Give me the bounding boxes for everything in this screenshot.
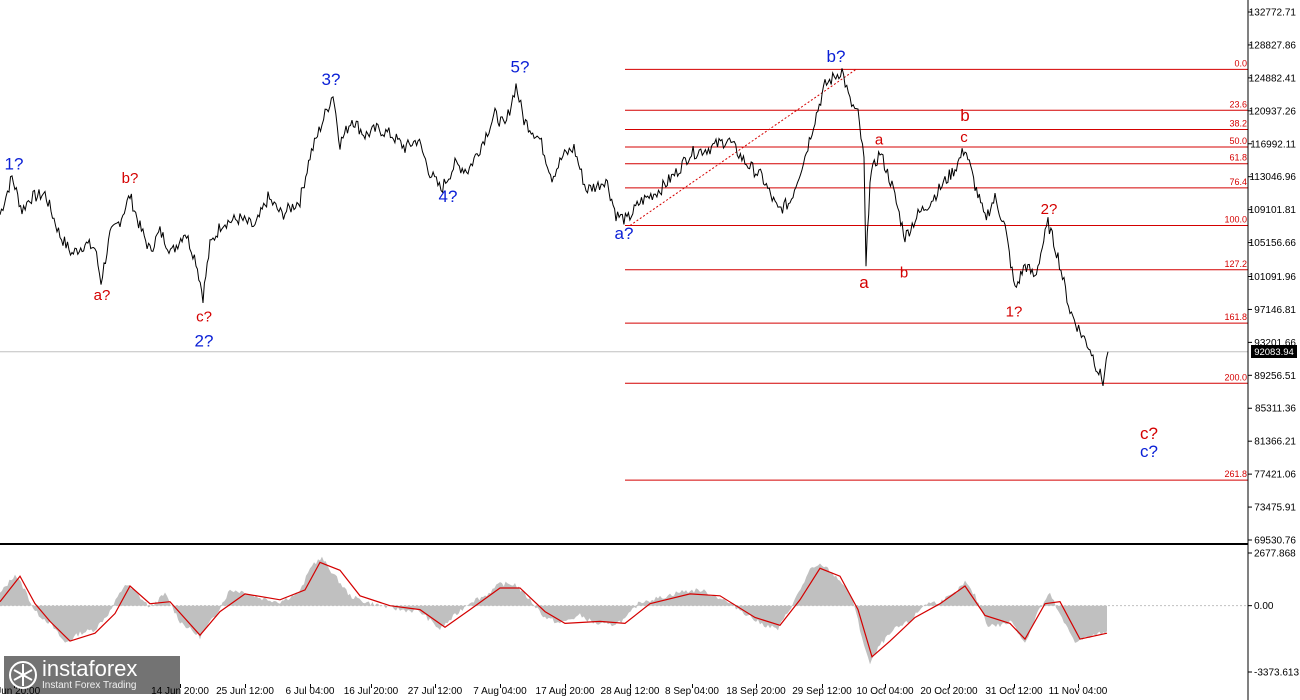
wave-label: 1?: [1006, 304, 1023, 321]
fib-level-label: 127.2: [1224, 259, 1247, 269]
price-axis-label: 97146.81: [1254, 305, 1296, 316]
time-axis-label: 25 Jun 12:00: [216, 686, 274, 697]
price-axis-label: 73475.91: [1254, 503, 1296, 514]
instaforex-logo-icon: [8, 660, 38, 690]
time-axis-label: 17 Aug 20:00: [536, 686, 595, 697]
wave-label: a?: [615, 224, 634, 243]
price-axis-label: 81366.21: [1254, 437, 1296, 448]
price-axis-label: 77421.06: [1254, 470, 1296, 481]
fibonacci-trend-line: [629, 68, 857, 226]
oscillator-axis-label: -3373.613: [1254, 668, 1299, 679]
price-axis-label: 101091.96: [1249, 272, 1297, 283]
wave-label: b: [900, 264, 908, 281]
pane-divider: [0, 543, 1248, 545]
time-axis-label: 27 Jul 12:00: [408, 686, 463, 697]
price-axis-label: 116992.11: [1250, 139, 1296, 150]
wave-label: 2?: [1041, 201, 1058, 218]
wave-label: 3?: [322, 70, 341, 89]
fib-level-label: 38.2: [1229, 118, 1247, 128]
time-axis-label: 16 Jul 20:00: [344, 686, 399, 697]
time-axis-label: 8 Sep 04:00: [665, 686, 719, 697]
time-axis-label: 31 Oct 12:00: [985, 686, 1043, 697]
fibonacci-levels: 0.0 23.6 38.2 50.0 61.8 76.4 100.0 127.2 161.8 20…: [625, 58, 1248, 481]
fib-level-label: 161.8: [1224, 312, 1247, 322]
price-axis-label: 132772.71: [1249, 8, 1297, 19]
time-axis-label: 11 Nov 04:00: [1049, 686, 1108, 697]
wave-label: c: [960, 129, 968, 146]
fib-level-label: 261.8: [1224, 469, 1247, 479]
oscillator-histogram: [0, 556, 1107, 665]
logo-tagline: Instant Forex Trading: [42, 680, 137, 691]
time-axis-label: 6 Jul 04:00: [286, 686, 335, 697]
price-axis-label: 93201.66: [1254, 338, 1296, 349]
price-axis-label: 89256.51: [1254, 371, 1296, 382]
price-series-line: [0, 68, 1109, 387]
main-price-pane: 0.0 23.6 38.2 50.0 61.8 76.4 100.0 127.2 161.8 20…: [0, 8, 1297, 547]
price-axis-label: 105156.66: [1249, 238, 1297, 249]
last-price-box: [1251, 345, 1297, 358]
time-axis-label: 29 Sep 12:00: [792, 686, 852, 697]
fib-level-label: 76.4: [1229, 177, 1247, 187]
wave-label: c?: [1140, 442, 1158, 461]
wave-label: 5?: [511, 58, 530, 77]
fib-level-label: 61.8: [1229, 153, 1247, 163]
wave-label: b?: [122, 170, 139, 187]
last-price-tag: 92083.94: [1251, 345, 1297, 358]
wave-label: a?: [94, 287, 111, 304]
price-axis-label: 128827.86: [1249, 40, 1297, 51]
time-axis-label: 14 Jun 20:00: [151, 686, 209, 697]
time-axis-label: 20 Oct 20:00: [920, 686, 978, 697]
oscillator-axis-label: 0.00: [1254, 601, 1274, 612]
fib-level-label: 100.0: [1224, 215, 1247, 225]
oscillator-pane: 2677.868 0.00 -3373.613: [0, 549, 1299, 679]
wave-label: b?: [827, 47, 846, 66]
wave-label: 4?: [439, 187, 458, 206]
price-axis-label: 113046.96: [1249, 172, 1296, 183]
oscillator-axis-label: 2677.868: [1254, 549, 1296, 560]
wave-label: 2?: [195, 332, 214, 351]
price-axis-label: 120937.26: [1249, 106, 1297, 117]
fib-level-label: 0.0: [1234, 58, 1247, 68]
price-axis-label: 124882.41: [1249, 73, 1297, 84]
wave-label: a: [859, 273, 869, 292]
last-price-label: 92083.94: [1254, 347, 1294, 358]
wave-label: c?: [1140, 424, 1158, 443]
fib-level-label: 200.0: [1224, 372, 1247, 382]
fib-level-label: 23.6: [1229, 99, 1247, 109]
fib-level-label: 50.0: [1229, 136, 1247, 146]
wave-label: a: [875, 132, 884, 149]
price-axis: 132772.71 128827.86 124882.41 120937.26 1169…: [1248, 8, 1296, 547]
price-axis-label: 109101.81: [1249, 205, 1297, 216]
time-axis-label: 7 Aug 04:00: [473, 686, 527, 697]
instaforex-logo: instaforex Instant Forex Trading: [4, 656, 180, 694]
price-axis-label: 69530.76: [1254, 536, 1296, 547]
logo-name: instaforex: [42, 656, 138, 681]
wave-label: c?: [196, 309, 212, 326]
wave-label: 1?: [5, 155, 24, 174]
time-axis-label: 18 Sep 20:00: [726, 686, 786, 697]
oscillator-signal-line: [0, 561, 1108, 658]
price-axis-label: 85311.36: [1255, 404, 1296, 415]
time-axis-label: 10 Oct 04:00: [856, 686, 914, 697]
wave-label: b: [960, 106, 969, 125]
time-axis-label: 28 Aug 12:00: [601, 686, 660, 697]
oscillator-axis: 2677.868 0.00 -3373.613: [1248, 549, 1299, 679]
